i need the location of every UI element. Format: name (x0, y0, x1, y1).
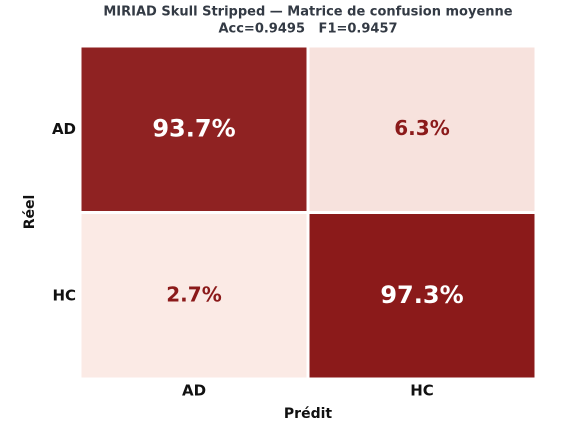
y-tick-label: AD (52, 120, 76, 138)
cell-label: 93.7% (152, 114, 235, 142)
cell-label: 97.3% (380, 281, 463, 309)
cell-label: 2.7% (166, 282, 221, 306)
heatmap-cell (78, 211, 310, 381)
heatmap-cell (306, 211, 538, 381)
cell-label: 6.3% (394, 116, 449, 140)
y-axis-label: Réel (22, 195, 38, 230)
chart-title: MIRIAD Skull Stripped — Matrice de confu… (103, 5, 512, 20)
x-axis-label: Prédit (284, 406, 332, 422)
x-tick-label: AD (182, 382, 206, 400)
heatmap-cell (78, 44, 310, 214)
heatmap-cell (306, 44, 538, 214)
chart-subtitle: Acc=0.9495 F1=0.9457 (218, 22, 397, 37)
x-tick-label: HC (410, 382, 434, 400)
y-tick-label: HC (52, 286, 76, 304)
